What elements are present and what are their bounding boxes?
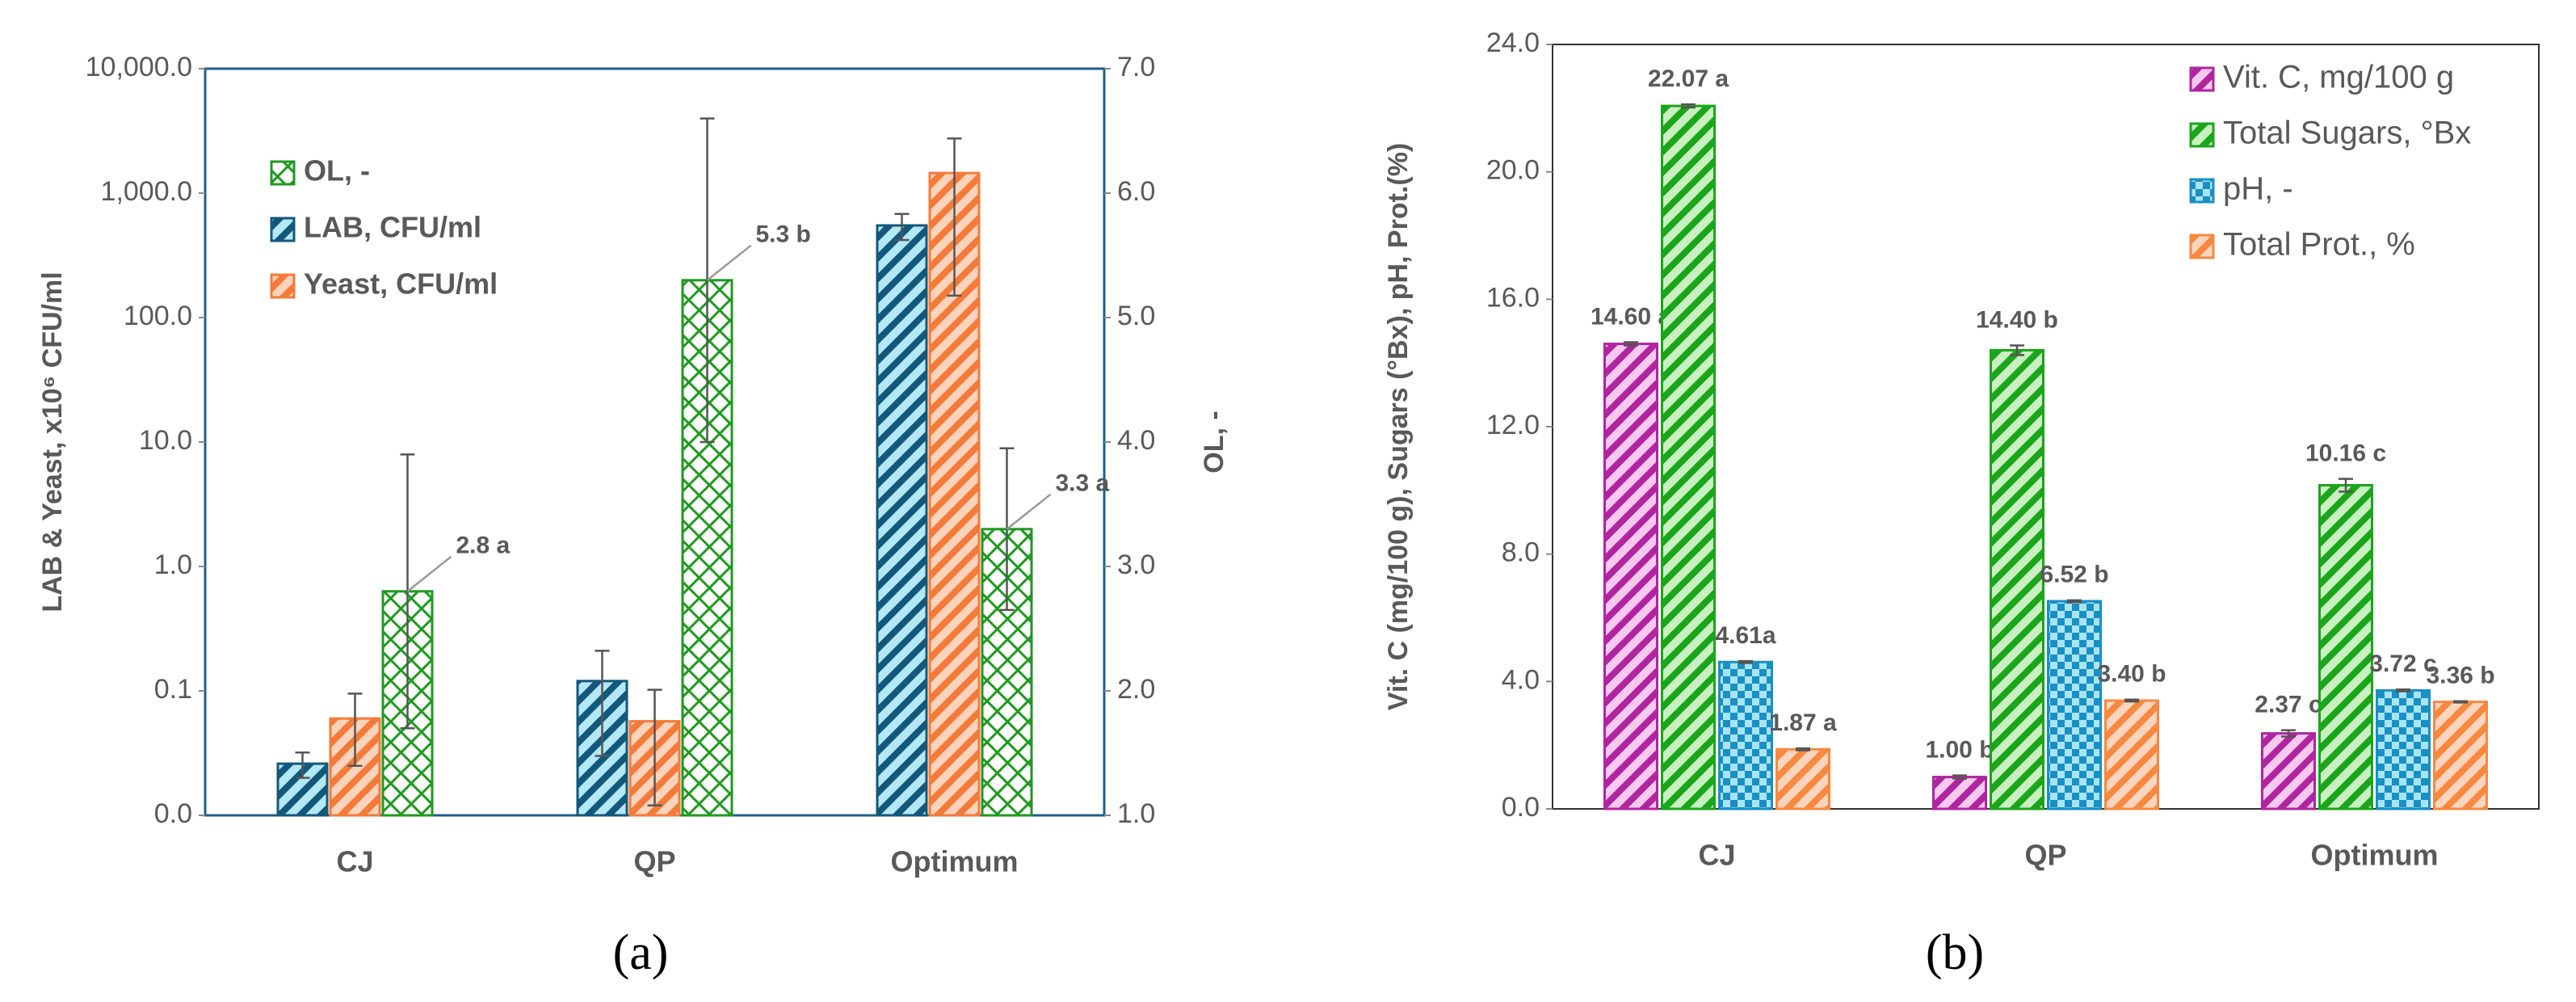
x-tick-label: Optimum: [2311, 839, 2439, 872]
legend-label: Yeast, CFU/ml: [304, 267, 498, 301]
bar: [876, 224, 928, 817]
y2-tick-label: 5.0: [1117, 301, 1155, 331]
value-label: 5.3 b: [756, 221, 811, 248]
value-label: 1.87 a: [1769, 709, 1837, 736]
error-bar: [347, 693, 363, 767]
y-tick-label: 12.0: [1486, 410, 1540, 440]
error-bar: [894, 213, 910, 242]
x-tick-label: QP: [633, 845, 675, 878]
y-tick-label: 0.0: [1502, 792, 1540, 823]
error-bar: [1952, 774, 1967, 780]
bar: [1603, 343, 1658, 810]
bar: [2376, 688, 2431, 810]
y-tick-label: 4.0: [1502, 664, 1540, 695]
value-label: 3.72 c: [2369, 650, 2436, 677]
legend-label: OL, -: [304, 154, 370, 187]
value-label: 3.40 b: [2097, 661, 2166, 688]
error-bar: [947, 137, 962, 297]
x-tick-label: Optimum: [891, 845, 1019, 878]
value-label: 14.60 a: [1591, 303, 1671, 330]
y-axis-label: Vit. C (mg/100 g), Sugars (°Bx), pH, Pro…: [1383, 143, 1414, 711]
legend-swatch: [270, 217, 296, 242]
error-bar: [595, 650, 610, 757]
y-tick-label: 20.0: [1486, 155, 1540, 186]
bar: [681, 279, 733, 817]
legend-label: Total Prot., %: [2223, 227, 2415, 263]
y-tick-label: 1.0: [154, 549, 192, 580]
bar: [2318, 484, 2373, 810]
caption: (a): [613, 925, 669, 980]
value-label: 2.37 c: [2255, 692, 2322, 718]
x-tick-label: QP: [2024, 839, 2066, 872]
label-leader: [406, 555, 452, 592]
error-bar: [2067, 599, 2082, 604]
bar: [1661, 104, 1716, 810]
y2-tick-label: 7.0: [1117, 52, 1155, 82]
value-label: 14.40 b: [1976, 306, 2058, 333]
legend-swatch: [270, 273, 296, 299]
value-label: 6.52 b: [2040, 562, 2108, 588]
label-leader: [706, 244, 752, 281]
y-tick-label: 8.0: [1502, 537, 1540, 568]
value-label: 4.61a: [1715, 622, 1775, 649]
value-label: 3.3 a: [1056, 470, 1110, 497]
y-tick-label: 1,000.0: [101, 176, 192, 207]
y-axis-label: LAB & Yeast, x10⁶ CFU/ml: [37, 272, 68, 612]
y-tick-label: 0.0: [154, 798, 192, 829]
value-label: 3.36 b: [2426, 663, 2494, 689]
error-bar: [2339, 478, 2353, 493]
legend-swatch: [2189, 66, 2215, 92]
legend-label: pH, -: [2223, 171, 2293, 207]
legend-swatch: [270, 160, 296, 186]
value-label: 22.07 a: [1648, 65, 1729, 92]
label-leader: [1006, 493, 1052, 530]
bar: [2261, 732, 2316, 810]
y2-axis-label: OL, -: [1199, 410, 1229, 473]
legend-swatch: [2189, 234, 2215, 259]
legend-label: Vit. C, mg/100 g: [2223, 60, 2454, 95]
x-tick-label: CJ: [336, 845, 373, 878]
value-label: 1.00 b: [1925, 737, 1994, 764]
error-bar: [647, 688, 662, 807]
y-tick-label: 10,000.0: [86, 52, 192, 82]
legend-swatch: [2189, 122, 2215, 148]
value-label: 2.8 a: [456, 533, 511, 559]
bar: [1718, 660, 1773, 810]
bar: [329, 717, 381, 817]
bar: [2104, 699, 2159, 810]
error-bar: [2396, 688, 2410, 693]
y2-tick-label: 6.0: [1117, 176, 1155, 207]
bar: [1990, 348, 2044, 810]
y2-tick-label: 4.0: [1117, 425, 1155, 456]
error-bar: [295, 751, 310, 779]
bar: [2433, 701, 2488, 810]
legend-label: Total Sugars, °Bx: [2223, 116, 2471, 151]
error-bar: [2281, 729, 2296, 738]
error-bar: [1624, 341, 1638, 347]
bar: [1932, 776, 1987, 810]
bar: [1775, 747, 1830, 810]
error-bar: [1681, 103, 1696, 109]
y-tick-label: 100.0: [124, 301, 192, 331]
y-tick-label: 16.0: [1486, 282, 1540, 313]
legend-label: LAB, CFU/ml: [304, 211, 481, 244]
error-bar: [1796, 747, 1810, 752]
y2-tick-label: 2.0: [1117, 674, 1155, 705]
value-label: 10.16 c: [2305, 440, 2386, 467]
y-tick-label: 0.1: [154, 674, 192, 705]
caption: (b): [1926, 925, 1984, 980]
error-bar: [2124, 698, 2139, 703]
legend-swatch: [2189, 178, 2215, 204]
x-tick-label: CJ: [1698, 839, 1735, 872]
y-tick-label: 24.0: [1486, 27, 1540, 58]
y2-tick-label: 3.0: [1117, 549, 1155, 580]
error-bar: [2453, 700, 2468, 704]
error-bar: [2010, 344, 2024, 356]
bar: [2047, 600, 2102, 810]
error-bar: [1738, 659, 1753, 664]
y-tick-label: 10.0: [139, 425, 192, 456]
y2-tick-label: 1.0: [1117, 798, 1155, 829]
